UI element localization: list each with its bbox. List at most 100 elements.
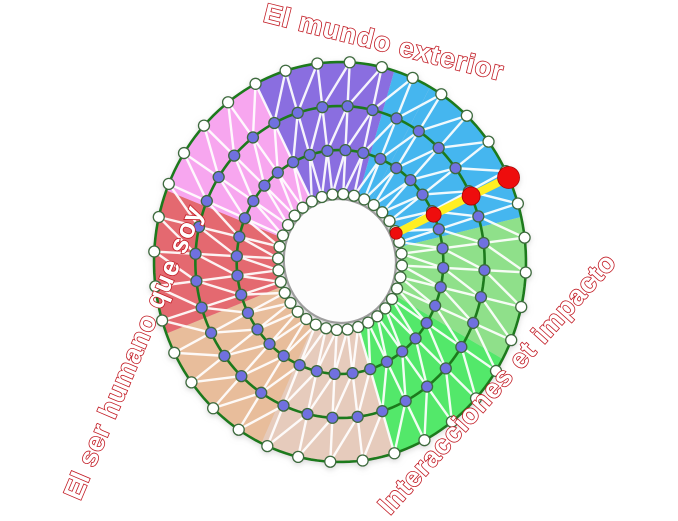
node bbox=[315, 190, 329, 204]
spoke-radial bbox=[154, 279, 198, 288]
node bbox=[271, 252, 285, 265]
spoke-radial bbox=[372, 166, 398, 207]
spoke-diagonal bbox=[298, 327, 328, 367]
spoke-radial bbox=[395, 129, 420, 170]
node bbox=[218, 349, 231, 363]
node bbox=[291, 305, 304, 318]
spoke-diagonal bbox=[400, 252, 445, 270]
node bbox=[505, 333, 518, 347]
spoke-radial bbox=[217, 175, 255, 203]
node bbox=[511, 197, 525, 210]
spoke-radial bbox=[246, 291, 286, 315]
spoke-radial bbox=[240, 342, 271, 378]
node bbox=[197, 119, 211, 132]
node bbox=[231, 269, 244, 282]
spoke-radial bbox=[421, 166, 457, 196]
node bbox=[395, 259, 409, 272]
node bbox=[292, 450, 305, 464]
spoke-diagonal bbox=[482, 241, 527, 274]
node bbox=[249, 77, 262, 90]
node bbox=[246, 131, 260, 144]
node bbox=[192, 220, 206, 234]
node bbox=[177, 146, 191, 160]
node bbox=[412, 125, 425, 138]
node bbox=[324, 455, 337, 468]
spoke-diagonal bbox=[409, 166, 457, 182]
spoke-diagonal bbox=[291, 111, 299, 164]
node bbox=[321, 144, 334, 157]
node bbox=[195, 301, 208, 314]
node bbox=[341, 100, 354, 113]
node bbox=[272, 264, 285, 277]
spoke-radial bbox=[284, 69, 299, 115]
node bbox=[278, 286, 291, 300]
spoke-radial bbox=[329, 416, 334, 463]
node bbox=[162, 177, 175, 191]
spoke-diagonal bbox=[454, 166, 507, 173]
node bbox=[518, 231, 531, 244]
spoke-diagonal bbox=[306, 372, 336, 416]
node bbox=[367, 198, 380, 212]
sector-verde-claro bbox=[394, 217, 526, 359]
spoke-radial bbox=[400, 264, 445, 270]
spoke-radial bbox=[366, 321, 389, 363]
spoke-diagonal bbox=[268, 317, 308, 346]
node bbox=[519, 266, 532, 279]
spoke-diagonal bbox=[398, 240, 444, 250]
spoke-radial bbox=[266, 404, 285, 448]
spoke-diagonal bbox=[321, 61, 351, 109]
spoke-diagonal bbox=[273, 69, 287, 125]
spoke-radial bbox=[195, 274, 239, 283]
node bbox=[235, 369, 248, 383]
node bbox=[168, 346, 181, 359]
node bbox=[230, 249, 243, 263]
node bbox=[238, 212, 252, 225]
sector-beige-oscuro bbox=[166, 286, 314, 444]
spoke-diagonal bbox=[251, 82, 257, 139]
spoke-radial bbox=[296, 412, 309, 459]
spoke-radial bbox=[414, 337, 448, 370]
node bbox=[276, 229, 290, 242]
spoke-diagonal bbox=[260, 363, 301, 395]
spoke-diagonal bbox=[371, 76, 414, 112]
spoke-radial bbox=[479, 295, 523, 309]
spoke-diagonal bbox=[400, 350, 407, 403]
node bbox=[341, 323, 354, 336]
node bbox=[395, 247, 408, 260]
spoke-radial bbox=[282, 363, 301, 407]
spoke-diagonal bbox=[390, 297, 417, 340]
node bbox=[251, 323, 264, 336]
node bbox=[371, 310, 384, 323]
node bbox=[435, 88, 448, 101]
spoke-radial bbox=[400, 247, 444, 255]
spoke-radial bbox=[437, 215, 480, 231]
spoke-diagonal bbox=[160, 319, 213, 335]
node bbox=[474, 290, 488, 304]
spoke-diagonal bbox=[237, 404, 285, 431]
spoke-diagonal bbox=[223, 342, 271, 358]
node bbox=[273, 240, 286, 253]
spoke-radial bbox=[333, 328, 338, 376]
spoke-radial bbox=[226, 101, 255, 139]
spoke-radial bbox=[291, 161, 314, 203]
spoke-diagonal bbox=[320, 149, 329, 199]
node bbox=[326, 411, 339, 424]
spoke-radial bbox=[477, 202, 520, 218]
spoke-diagonal bbox=[195, 279, 243, 296]
spoke-radial bbox=[254, 82, 276, 125]
node bbox=[390, 282, 404, 295]
node bbox=[279, 64, 292, 77]
spoke-diagonal bbox=[190, 374, 243, 384]
spoke-diagonal bbox=[372, 178, 412, 207]
spoke-radial bbox=[369, 367, 384, 413]
spoke-radial bbox=[433, 304, 475, 325]
node bbox=[316, 101, 329, 114]
nodes bbox=[148, 56, 532, 468]
node bbox=[390, 112, 403, 125]
node bbox=[346, 367, 359, 380]
node bbox=[291, 106, 304, 119]
spoke-diagonal bbox=[202, 124, 220, 179]
highlight-node-0 bbox=[389, 226, 403, 240]
spoke-radial bbox=[282, 317, 308, 358]
spoke-diagonal bbox=[366, 321, 372, 371]
